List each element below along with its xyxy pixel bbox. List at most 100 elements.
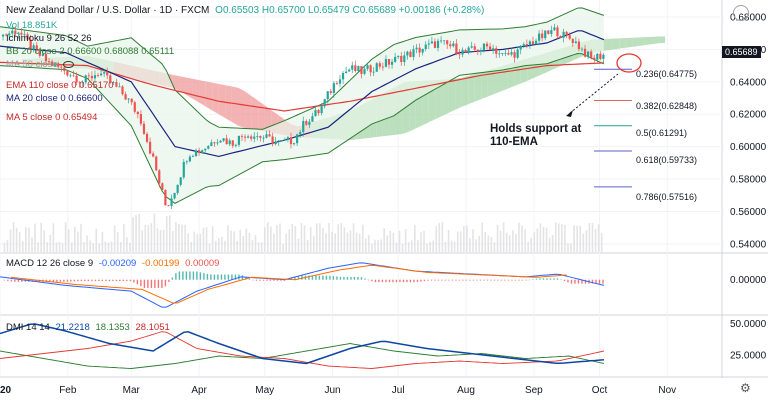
legend-ma5[interactable]: MA 5 close 0 0.65494: [6, 112, 98, 123]
volume-bar: [395, 242, 398, 252]
candle-body: [109, 75, 112, 83]
gear-icon[interactable]: ⚙: [740, 381, 751, 395]
hidden-eye-icon[interactable]: [62, 60, 74, 68]
volume-bar: [184, 224, 186, 252]
legend-vol[interactable]: Vol 18.851K: [6, 20, 58, 31]
ichimoku-cloud-segment: [501, 64, 508, 92]
macd-histogram-bar: [388, 279, 391, 283]
candle-body: [433, 41, 437, 48]
macd-histogram-bar: [73, 279, 76, 282]
candle-body: [439, 40, 443, 42]
volume-bar: [248, 233, 251, 252]
candle-body: [550, 30, 553, 34]
volume-bar: [294, 226, 297, 252]
candle-body: [5, 34, 8, 36]
candle-body: [47, 61, 51, 62]
candle-body: [556, 27, 559, 37]
candle-body: [516, 49, 519, 58]
volume-bar: [95, 228, 98, 252]
volume-bar: [297, 238, 300, 252]
macd-histogram-bar: [427, 279, 429, 281]
volume-bar: [77, 231, 79, 252]
annotation-arrow: [569, 73, 619, 114]
macd-histogram-bar: [248, 278, 251, 280]
volume-bar: [138, 213, 140, 252]
settings-gear-icon[interactable]: [733, 5, 749, 21]
macd-histogram-bar: [143, 279, 146, 288]
volume-bar: [156, 228, 159, 252]
ichimoku-cloud-segment: [205, 81, 213, 111]
legend-ma50[interactable]: MA 50 close: [6, 59, 77, 71]
volume-bar: [162, 229, 165, 252]
volume-bar: [407, 242, 410, 252]
legend-ma20[interactable]: MA 20 close 0 0.66600: [6, 93, 103, 104]
candle-body: [366, 65, 369, 69]
volume-bar: [43, 230, 45, 252]
ichimoku-cloud-segment: [638, 37, 646, 46]
candle-body: [29, 39, 32, 50]
candle-body: [574, 41, 577, 44]
volume-bar: [576, 225, 578, 252]
macd-histogram-bar: [283, 279, 286, 281]
volume-bar: [3, 242, 6, 252]
candle-body: [54, 63, 57, 67]
volume-bar: [263, 227, 266, 252]
macd-histogram-bar: [546, 278, 548, 280]
ichimoku-cloud-segment: [474, 72, 482, 102]
candle-body: [541, 33, 544, 39]
volume-bar: [585, 230, 588, 252]
macd-histogram-bar: [161, 279, 163, 288]
volume-bar: [67, 229, 70, 252]
ichimoku-cloud-segment: [251, 96, 259, 131]
legend-ema110[interactable]: EMA 110 close 0 0.65170: [6, 80, 114, 91]
macd-histogram-bar: [224, 274, 226, 280]
volume-bar: [380, 239, 382, 252]
candle-body: [492, 48, 495, 51]
macd-histogram-bar: [133, 279, 135, 283]
volume-bar: [230, 230, 232, 252]
candle-body: [308, 121, 311, 125]
legend-dmi[interactable]: DMI 14 14 21.2218 18.1353 28.1051: [6, 322, 170, 333]
volume-bar: [285, 233, 287, 252]
macd-histogram-bar: [80, 279, 83, 282]
candle-body: [443, 40, 446, 42]
candle-body: [194, 150, 198, 157]
candle-body: [338, 79, 342, 84]
candle-body: [528, 41, 532, 45]
volume-bar: [208, 243, 211, 252]
volume-bar: [107, 242, 110, 252]
candle-body: [259, 136, 262, 138]
candle-body: [250, 136, 253, 139]
macd-histogram-bar: [378, 279, 380, 283]
macd-histogram-bar: [318, 275, 321, 280]
macd-histogram-bar: [413, 279, 415, 283]
candle-body: [381, 66, 384, 68]
macd-histogram-bar: [332, 276, 335, 280]
legend-ichimoku[interactable]: Ichimoku 9 26 52 26: [6, 33, 92, 44]
ichimoku-cloud-segment: [658, 36, 666, 44]
legend-bb[interactable]: BB 20 close 2 0.66600 0.68088 0.65111: [6, 46, 175, 57]
candle-body: [173, 192, 176, 199]
macd-histogram-bar: [189, 271, 191, 280]
ma20-line: [0, 30, 605, 158]
volume-bar: [420, 232, 422, 252]
legend-macd[interactable]: MACD 12 26 close 9 -0.00209 -0.00199 0.0…: [6, 258, 220, 269]
macd-histogram-bar: [434, 279, 436, 281]
candle-body: [182, 161, 185, 178]
dmi-minus-line: [0, 331, 604, 369]
volume-bar: [352, 223, 355, 252]
candle-body: [191, 156, 195, 157]
volume-bar: [591, 222, 594, 252]
volume-bar: [490, 237, 493, 252]
candle-body: [525, 44, 528, 45]
macd-histogram-bar: [357, 276, 359, 280]
volume-bar: [414, 224, 416, 252]
macd-histogram-bar: [220, 274, 223, 280]
candle-body: [136, 111, 139, 115]
macd-histogram-bar: [493, 279, 496, 281]
candle-body: [553, 27, 556, 31]
ichimoku-cloud-segment: [441, 79, 449, 117]
candle-body: [369, 65, 372, 73]
candle-body: [513, 52, 516, 58]
